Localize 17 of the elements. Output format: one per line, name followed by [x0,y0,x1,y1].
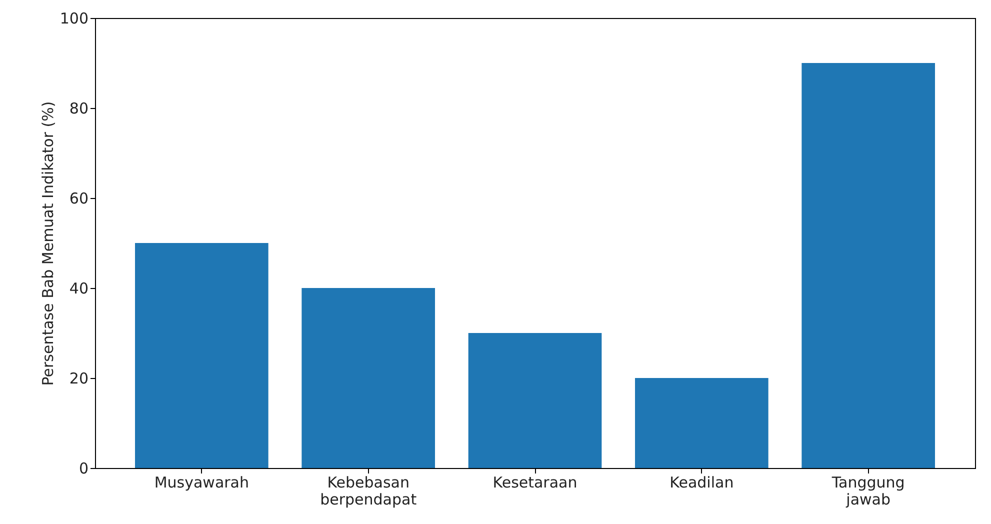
bar [135,243,268,468]
x-tick-label: Kebebasan berpendapat [320,474,417,508]
y-tick-label: 0 [78,460,88,478]
bar [302,288,435,468]
x-tick-label: Kesetaraan [492,474,578,492]
x-tick-label: Keadilan [670,474,734,492]
y-axis-title: Persentase Bab Memuat Indikator (%) [38,101,57,386]
y-tick-label: 20 [69,370,88,388]
bar [468,333,602,468]
y-tick-label: 100 [60,10,88,28]
x-tick-label: Tanggung jawab [830,474,905,508]
x-tick-label: Musyawarah [154,474,250,492]
bar [635,378,768,468]
y-tick-label: 60 [69,190,88,208]
bar [802,63,935,468]
y-tick-label: 80 [69,100,88,118]
y-tick-label: 40 [69,280,88,298]
